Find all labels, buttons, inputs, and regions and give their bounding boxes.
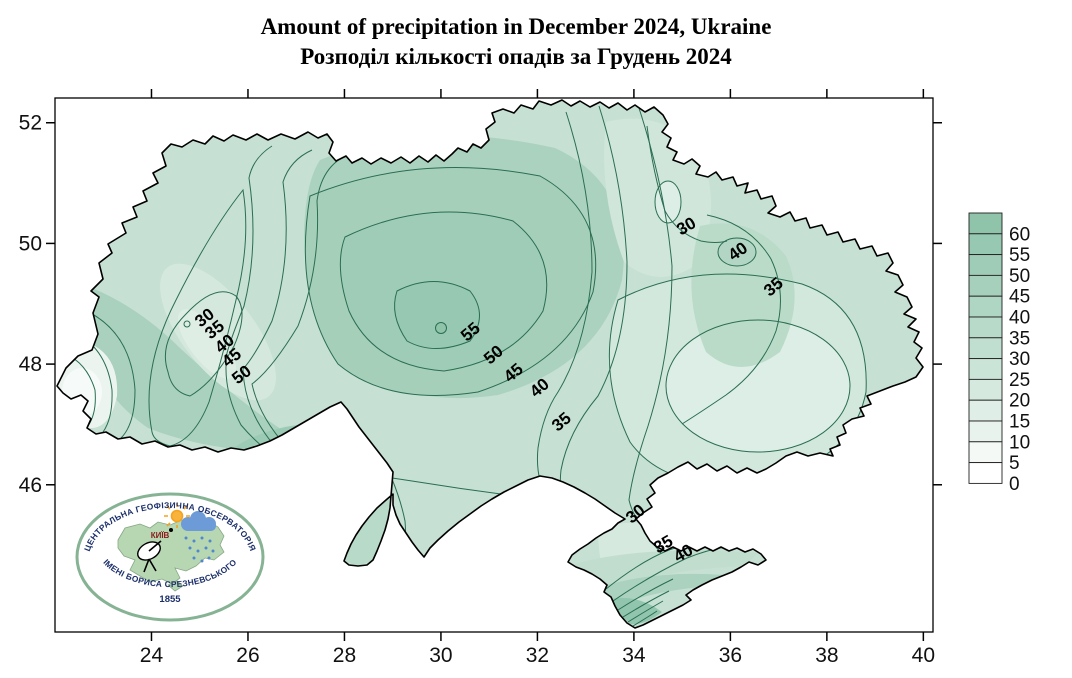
x-tick-label: 38 (815, 644, 838, 667)
legend-label: 20 (1009, 391, 1030, 412)
legend-swatch (968, 399, 1003, 422)
legend-label: 15 (1009, 412, 1030, 433)
y-tick-label: 50 (19, 232, 42, 255)
x-tick-label: 26 (236, 644, 259, 667)
legend-swatch (968, 254, 1003, 276)
legend-swatch (968, 462, 1003, 484)
legend-label: 45 (1009, 287, 1030, 308)
legend-label: 25 (1009, 370, 1030, 391)
logo-kyiv-label: КИЇВ (151, 531, 170, 540)
legend-swatch (968, 233, 1003, 256)
x-tick-label: 34 (622, 644, 646, 667)
page-subtitle: Розподіл кількості опадів за Грудень 202… (300, 44, 732, 69)
x-tick-label: 30 (429, 644, 452, 667)
kyiv-dot (169, 528, 173, 532)
observatory-logo: КИЇВ ЦЕНТРАЛЬНА ГЕОФІЗИЧНА ОБСЕРВАТОРІЯ … (75, 492, 265, 622)
legend-label: 55 (1009, 245, 1030, 266)
legend-label: 10 (1009, 432, 1030, 453)
sun-icon (164, 503, 190, 528)
y-tick-label: 52 (19, 112, 42, 135)
x-tick-label: 36 (719, 644, 742, 667)
legend-swatch (968, 441, 1003, 464)
legend-label: 60 (1009, 224, 1030, 245)
legend-label: 40 (1009, 308, 1030, 329)
legend-swatch (968, 358, 1003, 380)
legend-swatch (968, 295, 1003, 318)
plot-border (54, 97, 934, 633)
x-tick-label: 40 (912, 644, 935, 667)
legend-swatch (968, 337, 1003, 360)
page-title: Amount of precipitation in December 2024… (260, 14, 772, 39)
legend-label: 5 (1009, 453, 1020, 474)
country-outline (56, 99, 924, 629)
satellite-dish-icon (137, 540, 162, 573)
logo-year: 1855 (159, 594, 181, 605)
legend-label: 30 (1009, 349, 1030, 370)
y-tick-label: 46 (19, 474, 42, 497)
legend-swatch (968, 420, 1003, 443)
legend-label: 50 (1009, 266, 1030, 287)
x-tick-label: 28 (333, 644, 356, 667)
logo-crimea (167, 580, 184, 592)
y-tick-label: 48 (19, 353, 42, 376)
x-tick-label: 24 (140, 644, 164, 667)
x-tick-label: 32 (526, 644, 549, 667)
legend-swatch (968, 378, 1003, 401)
legend-swatch (968, 212, 1003, 235)
axis-ticks (46, 89, 942, 641)
legend-swatch (968, 274, 1003, 297)
legend-label: 0 (1009, 474, 1020, 495)
legend-label: 35 (1009, 328, 1030, 349)
axis-labels: 24 26 28 30 32 34 36 38 40 52 50 48 46 (19, 112, 935, 667)
raindrops (184, 536, 215, 563)
rain-cloud-icon (181, 511, 216, 531)
legend-swatch (968, 316, 1003, 339)
